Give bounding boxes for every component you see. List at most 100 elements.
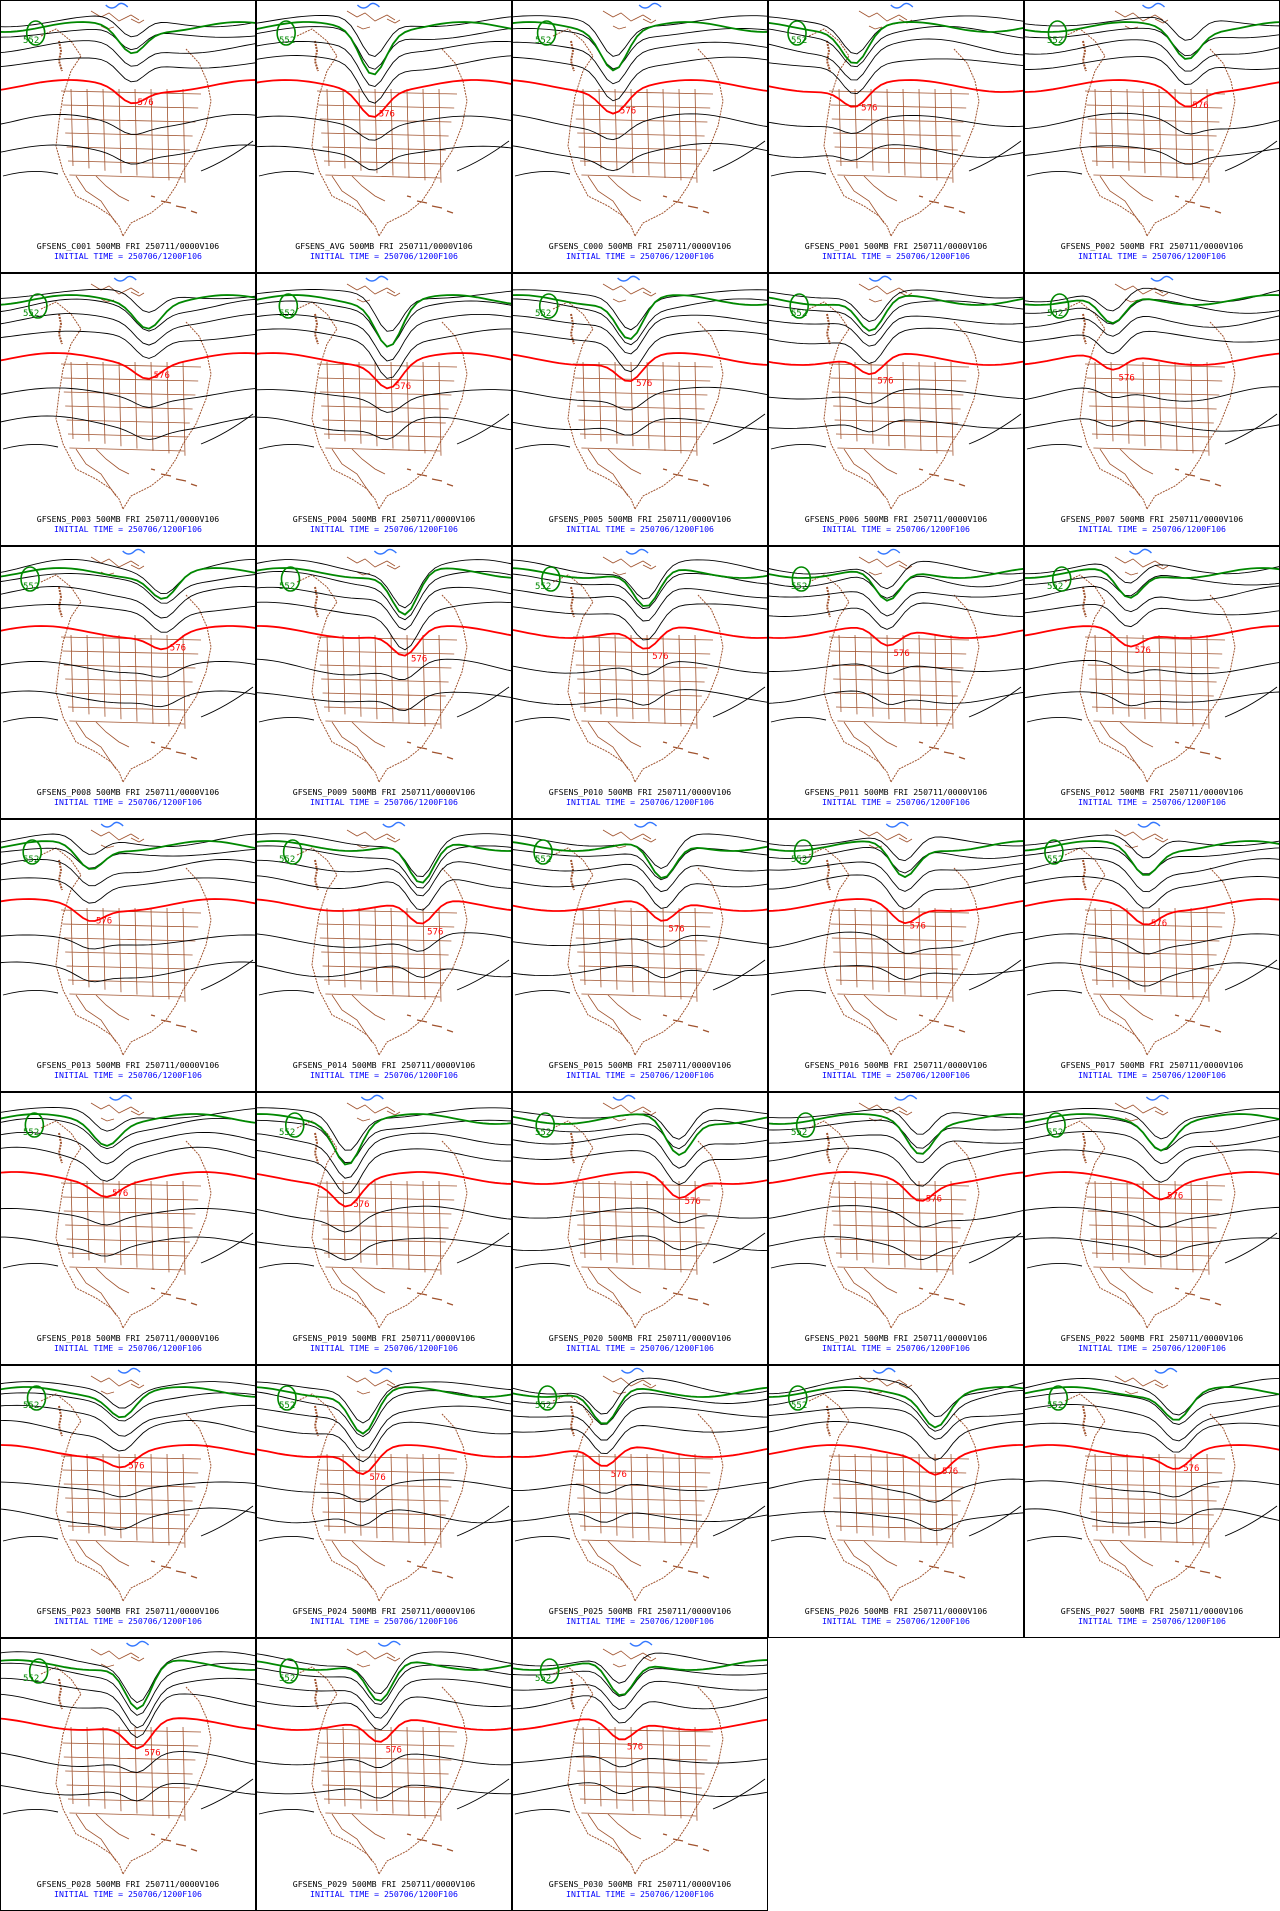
panel-title: GFSENS_P018 500MB FRI 250711/0000V106 [36,1333,220,1343]
ensemble-map-panel: 552 576 GFSENS_P011 500MB FRI 250711/0000V… [768,546,1024,819]
panel-initial-time: INITIAL TIME = 250706/1200F106 [1078,1616,1226,1626]
map-500mb-heights: 552 576 [257,1367,511,1602]
contour-label-576: 576 [910,922,926,932]
contour-label-552: 552 [535,1128,551,1138]
panel-initial-time: INITIAL TIME = 250706/1200F106 [566,1889,714,1899]
panel-title: GFSENS_P007 500MB FRI 250711/0000V106 [1060,514,1244,524]
map-500mb-heights: 552 576 [257,548,511,783]
ensemble-map-panel: 552 576 GFSENS_P022 500MB FRI 250711/0000V… [1024,1092,1280,1365]
panel-title: GFSENS_P016 500MB FRI 250711/0000V106 [804,1060,988,1070]
contour-label-552: 552 [23,855,39,865]
map-500mb-heights: 552 576 [1,2,255,237]
panel-title: GFSENS_AVG 500MB FRI 250711/0000V106 [295,241,473,251]
contour-label-552: 552 [1047,582,1063,592]
contour-label-552: 552 [1047,1401,1063,1411]
contour-label-576: 576 [1135,646,1151,656]
contour-label-576: 576 [652,652,668,662]
ensemble-map-panel: 552 576 GFSENS_P015 500MB FRI 250711/0000V… [512,819,768,1092]
map-500mb-heights: 552 576 [257,1094,511,1329]
contour-label-552: 552 [791,309,807,319]
contour-label-576: 576 [611,1470,627,1480]
panel-title: GFSENS_P013 500MB FRI 250711/0000V106 [36,1060,220,1070]
map-500mb-heights: 552 576 [1025,1094,1279,1329]
panel-initial-time: INITIAL TIME = 250706/1200F106 [822,1070,970,1080]
ensemble-map-panel: 552 576 GFSENS_P024 500MB FRI 250711/0000V… [256,1365,512,1638]
panel-initial-time: INITIAL TIME = 250706/1200F106 [54,1343,202,1353]
contour-label-552: 552 [279,309,295,319]
contour-label-576: 576 [170,644,186,654]
panel-initial-time: INITIAL TIME = 250706/1200F106 [822,1343,970,1353]
contour-label-576: 576 [685,1197,701,1207]
map-500mb-heights: 552 576 [513,2,767,237]
contour-label-552: 552 [1047,309,1063,319]
contour-label-576: 576 [386,1745,402,1755]
ensemble-map-panel: 552 576 GFSENS_P023 500MB FRI 250711/0000V… [0,1365,256,1638]
contour-label-552: 552 [535,309,551,319]
map-500mb-heights: 552 576 [769,2,1023,237]
map-500mb-heights: 552 576 [1025,2,1279,237]
contour-label-552: 552 [791,582,807,592]
panel-title: GFSENS_P026 500MB FRI 250711/0000V106 [804,1606,988,1616]
panel-initial-time: INITIAL TIME = 250706/1200F106 [1078,1343,1226,1353]
ensemble-map-panel: 552 576 GFSENS_P007 500MB FRI 250711/0000V… [1024,273,1280,546]
contour-label-576: 576 [1119,373,1135,383]
contour-label-552: 552 [23,582,39,592]
contour-label-552: 552 [791,1401,807,1411]
panel-initial-time: INITIAL TIME = 250706/1200F106 [54,1889,202,1899]
contour-label-576: 576 [636,379,652,389]
contour-label-552: 552 [535,1674,551,1684]
panel-title: GFSENS_P027 500MB FRI 250711/0000V106 [1060,1606,1244,1616]
panel-initial-time: INITIAL TIME = 250706/1200F106 [54,251,202,261]
panel-title: GFSENS_P028 500MB FRI 250711/0000V106 [36,1879,220,1889]
map-500mb-heights: 552 576 [1025,821,1279,1056]
panel-initial-time: INITIAL TIME = 250706/1200F106 [310,1343,458,1353]
panel-initial-time: INITIAL TIME = 250706/1200F106 [1078,524,1226,534]
ensemble-map-panel: 552 576 GFSENS_P028 500MB FRI 250711/0000V… [0,1638,256,1911]
map-500mb-heights: 552 576 [769,821,1023,1056]
contour-label-552: 552 [23,309,39,319]
contour-label-552: 552 [1047,36,1063,46]
contour-label-576: 576 [395,382,411,392]
panel-title: GFSENS_P005 500MB FRI 250711/0000V106 [548,514,732,524]
map-500mb-heights: 552 576 [257,275,511,510]
ensemble-map-panel: 552 576 GFSENS_P008 500MB FRI 250711/0000V… [0,546,256,819]
map-500mb-heights: 552 576 [769,548,1023,783]
panel-initial-time: INITIAL TIME = 250706/1200F106 [310,251,458,261]
map-500mb-heights: 552 576 [1025,1367,1279,1602]
panel-title: GFSENS_P003 500MB FRI 250711/0000V106 [36,514,220,524]
ensemble-map-panel: 552 576 GFSENS_C000 500MB FRI 250711/0000V… [512,0,768,273]
ensemble-map-panel: 552 576 GFSENS_P013 500MB FRI 250711/0000V… [0,819,256,1092]
contour-label-552: 552 [279,855,295,865]
panel-title: GFSENS_P006 500MB FRI 250711/0000V106 [804,514,988,524]
map-500mb-heights: 552 576 [769,1367,1023,1602]
panel-initial-time: INITIAL TIME = 250706/1200F106 [566,251,714,261]
ensemble-map-panel: 552 576 GFSENS_P017 500MB FRI 250711/0000V… [1024,819,1280,1092]
map-500mb-heights: 552 576 [1,1640,255,1875]
contour-label-576: 576 [144,1748,160,1758]
panel-initial-time: INITIAL TIME = 250706/1200F106 [822,251,970,261]
ensemble-map-panel: 552 576 GFSENS_P009 500MB FRI 250711/0000V… [256,546,512,819]
contour-label-576: 576 [1167,1192,1183,1202]
contour-label-552: 552 [535,1401,551,1411]
contour-label-576: 576 [137,98,153,108]
map-500mb-heights: 552 576 [1,275,255,510]
panel-title: GFSENS_P023 500MB FRI 250711/0000V106 [36,1606,220,1616]
map-500mb-heights: 552 576 [1,548,255,783]
panel-title: GFSENS_P025 500MB FRI 250711/0000V106 [548,1606,732,1616]
panel-initial-time: INITIAL TIME = 250706/1200F106 [310,524,458,534]
map-500mb-heights: 552 576 [257,2,511,237]
contour-label-552: 552 [535,36,551,46]
ensemble-map-panel: 552 576 GFSENS_P012 500MB FRI 250711/0000V… [1024,546,1280,819]
panel-initial-time: INITIAL TIME = 250706/1200F106 [1078,797,1226,807]
ensemble-map-panel: 552 576 GFSENS_P010 500MB FRI 250711/0000V… [512,546,768,819]
panel-title: GFSENS_P024 500MB FRI 250711/0000V106 [292,1606,476,1616]
contour-label-552: 552 [23,1674,39,1684]
contour-label-552: 552 [23,1128,39,1138]
contour-label-576: 576 [353,1200,369,1210]
contour-label-552: 552 [23,1401,39,1411]
contour-label-576: 576 [926,1194,942,1204]
panel-title: GFSENS_P002 500MB FRI 250711/0000V106 [1060,241,1244,251]
panel-title: GFSENS_P030 500MB FRI 250711/0000V106 [548,1879,732,1889]
panel-title: GFSENS_P029 500MB FRI 250711/0000V106 [292,1879,476,1889]
panel-initial-time: INITIAL TIME = 250706/1200F106 [310,1616,458,1626]
